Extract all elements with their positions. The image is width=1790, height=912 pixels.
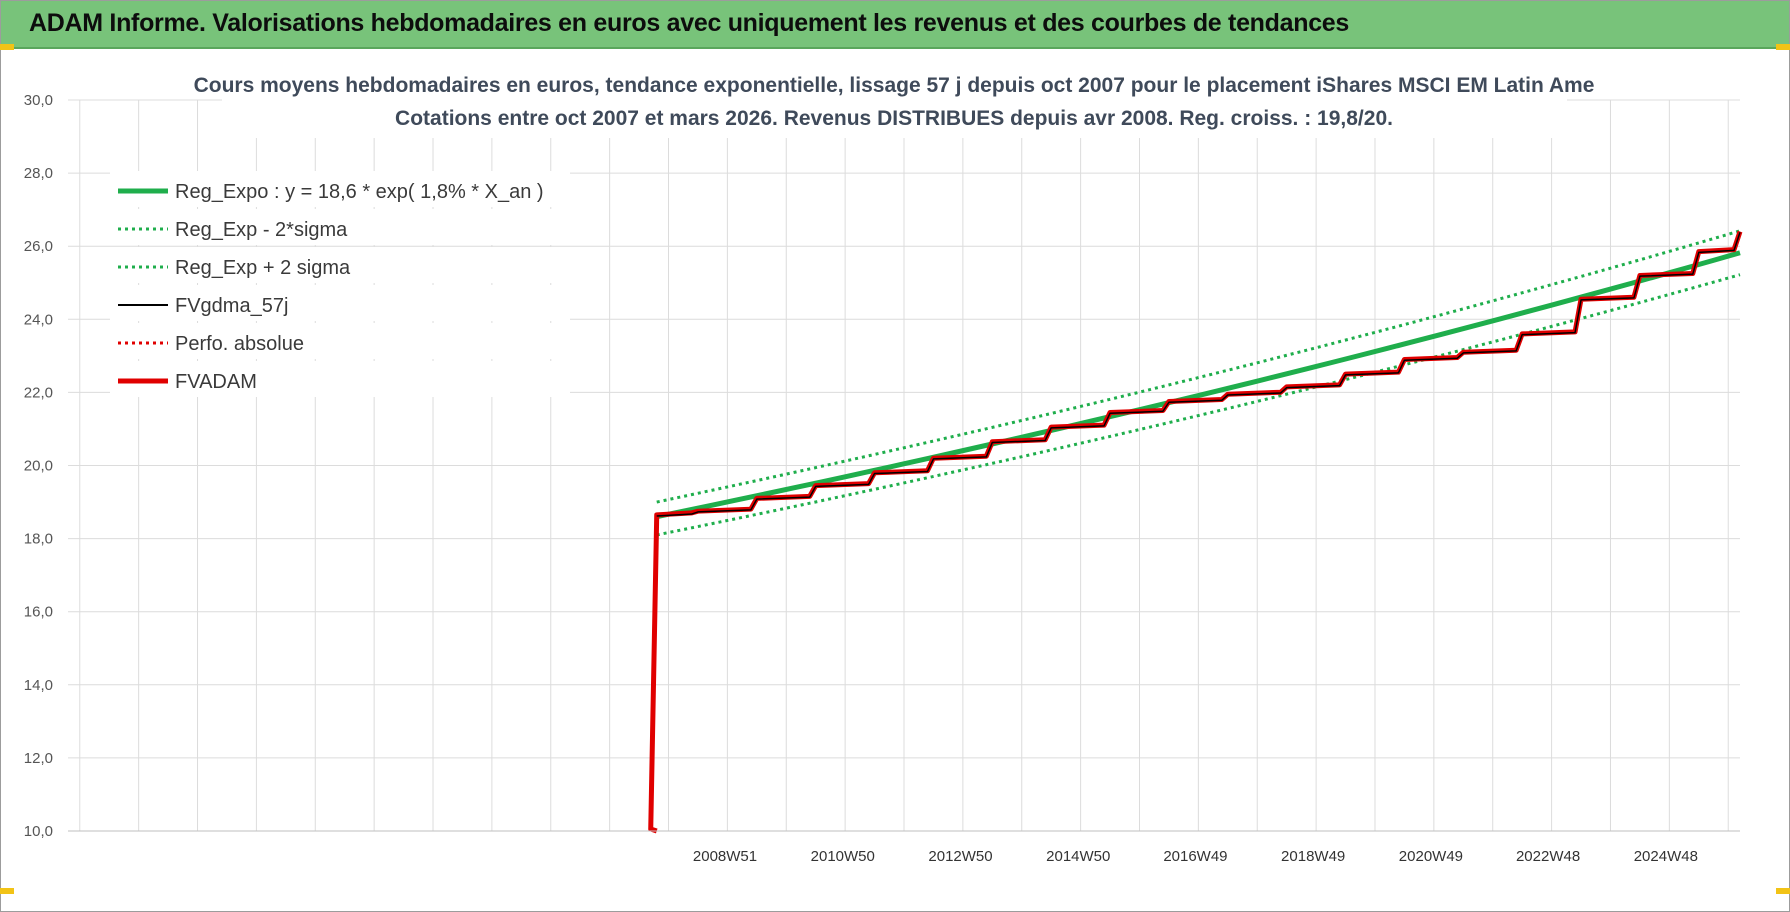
legend-label: Reg_Exp + 2 sigma: [175, 257, 351, 279]
y-tick-label: 30,0: [24, 92, 53, 109]
x-tick-label: 2022W48: [1516, 848, 1580, 865]
legend-backdrop: [110, 171, 570, 207]
legend-backdrop: [110, 209, 570, 245]
axis-layer: 10,0 12,0 14,0 16,0 18,0 20,0 22,0 24,0 26,0 28,0…: [24, 92, 1740, 865]
chart-title-line-1: Cours moyens hebdomadaires en euros, ten…: [194, 74, 1595, 97]
legend-label: Reg_Exp - 2*sigma: [175, 219, 348, 241]
x-tick-label: 2008W51: [693, 848, 757, 865]
series-line-fvgdma-57j: [656, 232, 1741, 517]
x-tick-label: 2014W50: [1046, 848, 1110, 865]
x-tick-label: 2012W50: [928, 848, 992, 865]
legend-label: FVgdma_57j: [175, 295, 288, 317]
series-line-reg-exp-2-sigma: [656, 273, 1741, 537]
report-banner: ADAM Informe. Valorisations hebdomadaire…: [1, 1, 1789, 49]
chart-title-line-2: Cotations entre oct 2007 et mars 2026. R…: [395, 107, 1393, 130]
y-tick-label: 14,0: [24, 677, 53, 694]
banner-title: ADAM Informe. Valorisations hebdomadaire…: [29, 9, 1350, 37]
series-layer: [648, 229, 1743, 834]
y-tick-label: 12,0: [24, 750, 53, 767]
corner-marker: [1776, 44, 1790, 50]
y-tick-label: 18,0: [24, 531, 53, 548]
legend-backdrop: [110, 285, 570, 321]
y-tick-label: 28,0: [24, 165, 53, 182]
x-tick-label: 2018W49: [1281, 848, 1345, 865]
corner-marker: [0, 888, 14, 894]
chart-legend: Reg_Expo : y = 18,6 * exp( 1,8% * X_an )…: [110, 171, 570, 397]
legend-backdrop: [110, 323, 570, 359]
legend-backdrop: [110, 247, 570, 283]
x-tick-label: 2010W50: [811, 848, 875, 865]
corner-marker: [0, 44, 14, 50]
legend-label: Reg_Expo : y = 18,6 * exp( 1,8% * X_an ): [175, 181, 544, 203]
x-tick-label: 2016W49: [1163, 848, 1227, 865]
series-line-reg-exp-2-sigma: [656, 229, 1741, 504]
legend-label: Perfo. absolue: [175, 333, 304, 355]
title-backdrop: [222, 70, 1567, 138]
y-tick-label: 22,0: [24, 384, 53, 401]
legend-backdrop: [110, 361, 570, 397]
x-tick-label: 2020W49: [1399, 848, 1463, 865]
corner-marker: [1776, 888, 1790, 894]
series-line-reg-expo-y-18-6-exp-1-8-x-an-: [656, 250, 1741, 520]
x-tick-label: 2024W48: [1634, 848, 1698, 865]
y-tick-label: 20,0: [24, 458, 53, 475]
y-tick-label: 16,0: [24, 604, 53, 621]
y-tick-label: 26,0: [24, 238, 53, 255]
plot-grid: [68, 99, 1740, 832]
y-tick-label: 10,0: [24, 823, 53, 840]
y-tick-label: 24,0: [24, 311, 53, 328]
legend-label: FVADAM: [175, 371, 257, 393]
